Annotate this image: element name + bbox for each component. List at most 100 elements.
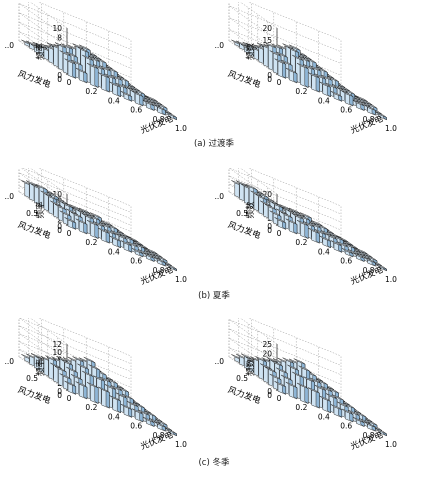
- z-axis-label: 频数: [245, 43, 256, 61]
- bar: [330, 90, 343, 102]
- x-tick-label: 0.6: [340, 257, 352, 266]
- z-axis-label: 频率: [35, 359, 46, 377]
- bar: [64, 380, 77, 395]
- bar: [296, 219, 309, 240]
- bar: [142, 416, 155, 428]
- bar: [375, 428, 387, 437]
- x-tick-label: 0.2: [85, 238, 97, 247]
- bar: [296, 382, 309, 405]
- z-axis-label: 频数: [245, 359, 256, 377]
- grid-line: [29, 318, 132, 357]
- z-tick-label: 0: [57, 222, 62, 231]
- x-tick-label: 0.8: [363, 431, 375, 440]
- bar: [120, 403, 133, 418]
- bar: [375, 263, 387, 272]
- y-axis-label: 风力发电: [16, 384, 52, 406]
- y-axis-label: 风力发电: [16, 68, 52, 90]
- bar: [352, 100, 365, 112]
- z-tick-label: 10: [52, 348, 62, 357]
- bar: [341, 247, 354, 258]
- bar: [109, 235, 121, 249]
- x-tick-label: 0.4: [318, 96, 330, 105]
- bar: [98, 386, 110, 409]
- bar: [330, 240, 343, 253]
- caption-c: (c) 冬季: [198, 458, 230, 468]
- chart-c-left: 02468101200.20.40.60.81.000.51.0光伏发电风力发电…: [5, 318, 187, 452]
- z-tick-label: 0: [57, 387, 62, 396]
- x-tick-label: 0.6: [340, 106, 352, 115]
- x-tick-label: 0.4: [108, 412, 120, 421]
- x-tick-label: 0.8: [363, 115, 375, 124]
- bar: [64, 217, 77, 230]
- x-tick-label: 0: [277, 78, 282, 87]
- chart-c-right: 051015202500.20.40.60.81.000.51.0光伏发电风力发…: [215, 318, 397, 452]
- bar: [375, 111, 387, 121]
- bar: [341, 90, 354, 107]
- y-tick-label: 1.0: [215, 357, 224, 366]
- y-tick-label: 0.5: [236, 209, 248, 218]
- bar: [296, 62, 309, 89]
- caption-b: (b) 夏季: [198, 291, 230, 301]
- bar: [120, 240, 133, 253]
- x-tick-label: 0.8: [153, 266, 165, 275]
- z-tick-label: 0: [57, 71, 62, 80]
- bar: [165, 427, 177, 437]
- x-tick-label: 1.0: [175, 440, 187, 449]
- bar: [86, 382, 99, 405]
- bar: [319, 81, 331, 98]
- x-tick-label: 0: [67, 394, 72, 403]
- bar: [142, 100, 155, 112]
- x-tick-label: 0.4: [318, 412, 330, 421]
- bar: [352, 416, 365, 428]
- bar: [142, 252, 155, 263]
- x-tick-label: 0.6: [130, 257, 142, 266]
- bar: [274, 381, 287, 395]
- bar: [319, 395, 331, 414]
- x-tick-label: 0.2: [295, 87, 307, 96]
- y-tick-label: 0: [267, 226, 272, 235]
- x-tick-label: 0.4: [108, 96, 120, 105]
- x-tick-label: 0.6: [340, 422, 352, 431]
- bar: [165, 111, 177, 121]
- bar: [98, 72, 110, 93]
- y-tick-label: 0.5: [26, 374, 38, 383]
- bar: [109, 81, 121, 98]
- chart-b-right: 0510152000.20.40.60.81.000.51.0光伏发电风力发电频…: [215, 168, 397, 287]
- y-tick-label: 1.0: [215, 192, 224, 201]
- bar: [98, 227, 110, 244]
- bar: [86, 62, 99, 89]
- x-tick-label: 0.6: [130, 106, 142, 115]
- z-tick-label: 0: [267, 387, 272, 396]
- z-axis-label: 频率: [35, 43, 46, 61]
- bar: [154, 104, 166, 116]
- y-tick-label: 0: [57, 226, 62, 235]
- bar: [75, 218, 88, 235]
- x-tick-label: 0.2: [295, 238, 307, 247]
- x-tick-label: 0.8: [153, 431, 165, 440]
- x-tick-label: 1.0: [175, 124, 187, 133]
- bar: [86, 219, 99, 240]
- y-tick-label: 1.0: [5, 192, 14, 201]
- bar: [131, 408, 144, 423]
- bar: [364, 421, 376, 432]
- bar: [154, 421, 166, 432]
- x-tick-label: 0.8: [153, 115, 165, 124]
- grid-line: [18, 3, 132, 50]
- bar: [285, 67, 298, 84]
- x-tick-label: 0.4: [318, 247, 330, 256]
- x-tick-label: 0: [277, 394, 282, 403]
- y-tick-label: 0.5: [236, 374, 248, 383]
- bar: [274, 217, 287, 230]
- bar: [120, 90, 133, 102]
- x-tick-label: 0: [67, 229, 72, 238]
- bar: [285, 218, 298, 235]
- x-tick-label: 1.0: [175, 275, 187, 284]
- bar: [75, 381, 88, 400]
- bar: [285, 381, 298, 400]
- x-tick-label: 0.6: [130, 422, 142, 431]
- caption-a: (a) 过渡季: [193, 139, 235, 149]
- y-axis-label: 风力发电: [16, 219, 52, 241]
- x-tick-label: 0: [67, 78, 72, 87]
